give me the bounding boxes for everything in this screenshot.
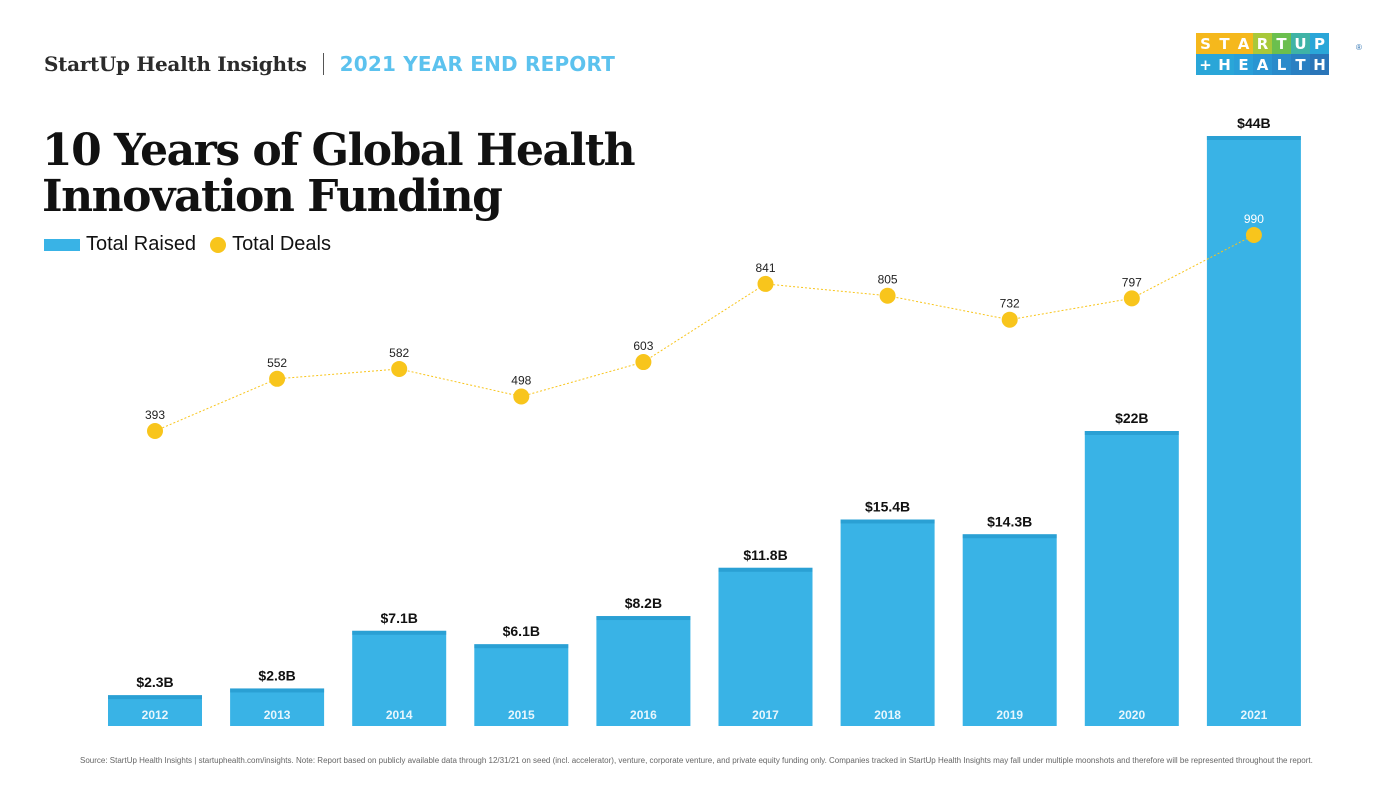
deals-value-label-2018: 805 xyxy=(878,273,898,287)
deals-point-2020 xyxy=(1123,290,1140,307)
bar-2014 xyxy=(352,630,447,726)
logo-letter-health-5: T xyxy=(1291,54,1310,75)
deals-line xyxy=(154,234,1255,432)
logo-letter-health-2: E xyxy=(1234,54,1253,75)
bar-cap-2018 xyxy=(840,519,935,524)
bar-value-label-2012: $2.3B xyxy=(136,674,173,690)
logo-letter-startup-2: A xyxy=(1234,33,1253,54)
bar-2018 xyxy=(840,519,935,726)
x-tick-label-2012: 2012 xyxy=(142,708,169,722)
deals-point-2017 xyxy=(757,275,774,292)
logo-letter-health-6: H xyxy=(1310,54,1329,75)
bar-2012 xyxy=(108,695,202,726)
bar-cap-2021 xyxy=(1206,136,1301,140)
logo-letter-startup-4: T xyxy=(1272,33,1291,54)
bar-value-label-2021: $44B xyxy=(1237,115,1270,131)
bar-cap-2015 xyxy=(474,644,569,649)
chart-title-line-2: Innovation Funding xyxy=(42,171,503,222)
logo-row-health: + H E A L T H xyxy=(1196,54,1329,75)
bar-cap-2012 xyxy=(108,695,202,700)
bar-cap-2014 xyxy=(352,630,447,635)
bar-2016 xyxy=(596,616,691,726)
logo-letter-startup-0: S xyxy=(1196,33,1215,54)
deals-point-2018 xyxy=(879,287,896,304)
x-tick-label-2020: 2020 xyxy=(1118,708,1145,722)
x-tick-label-2018: 2018 xyxy=(874,708,901,722)
brand-name: StartUp Health Insights xyxy=(44,52,307,76)
bar-value-label-2017: $11.8B xyxy=(743,547,787,563)
chart-legend: Total Raised Total Deals xyxy=(44,233,331,256)
deals-point-2021 xyxy=(1245,227,1262,243)
logo-letter-health-4: L xyxy=(1272,54,1291,75)
logo-letter-health-1: H xyxy=(1215,54,1234,75)
source-footnote: Source: StartUp Health Insights | startu… xyxy=(80,756,1313,765)
deals-value-label-2014: 582 xyxy=(389,346,409,360)
x-tick-label-2013: 2013 xyxy=(264,708,291,722)
logo-letter-startup-1: T xyxy=(1215,33,1234,54)
x-tick-label-2019: 2019 xyxy=(996,708,1023,722)
deals-value-label-2012: 393 xyxy=(145,408,165,422)
chart-title-line-1: 10 Years of Global Health xyxy=(42,125,636,176)
deals-value-label-2019: 732 xyxy=(1000,297,1020,311)
deals-point-2014 xyxy=(391,360,408,377)
deals-value-label-2017: 841 xyxy=(755,261,775,275)
bar-cap-2019 xyxy=(962,534,1057,539)
x-tick-label-2021: 2021 xyxy=(1241,708,1268,722)
bar-cap-2016 xyxy=(596,616,691,621)
bar-value-label-2014: $7.1B xyxy=(381,610,418,626)
legend-label-deals: Total Deals xyxy=(232,233,331,255)
deals-value-label-2020: 797 xyxy=(1122,275,1142,289)
deals-value-label-2013: 552 xyxy=(267,356,287,370)
x-tick-label-2016: 2016 xyxy=(630,708,657,722)
deals-point-2019 xyxy=(1001,311,1018,328)
logo-letter-startup-6: P xyxy=(1310,33,1329,54)
logo-letter-health-3: A xyxy=(1253,54,1272,75)
bar-2013 xyxy=(230,688,325,726)
deals-value-label-2021: 990 xyxy=(1244,212,1264,226)
logo-letter-startup-3: R xyxy=(1253,33,1272,54)
logo-letter-startup-5: U xyxy=(1291,33,1310,54)
bar-value-label-2019: $14.3B xyxy=(987,513,1032,529)
bar-2015 xyxy=(474,644,569,726)
deals-value-label-2016: 603 xyxy=(633,339,653,353)
bar-value-label-2018: $15.4B xyxy=(865,499,910,515)
registered-mark: ® xyxy=(1356,43,1362,52)
bar-cap-2013 xyxy=(230,688,325,693)
bar-value-label-2020: $22B xyxy=(1115,410,1148,426)
deals-point-2013 xyxy=(269,370,286,387)
x-tick-label-2017: 2017 xyxy=(752,708,779,722)
bar-value-label-2015: $6.1B xyxy=(503,623,540,639)
x-tick-label-2015: 2015 xyxy=(508,708,535,722)
bar-value-label-2013: $2.8B xyxy=(258,667,295,683)
deals-point-2016 xyxy=(635,354,652,371)
report-name: 2021 YEAR END REPORT xyxy=(339,52,616,76)
logo-letter-health-0: + xyxy=(1196,54,1215,75)
deals-point-2012 xyxy=(147,423,163,439)
bar-value-label-2016: $8.2B xyxy=(625,595,662,611)
bar-cap-2017 xyxy=(718,567,813,572)
legend-swatch-deals xyxy=(210,236,227,253)
x-tick-label-2014: 2014 xyxy=(386,708,413,722)
deals-point-2015 xyxy=(513,388,530,405)
bar-2017 xyxy=(718,567,813,726)
legend-swatch-raised xyxy=(44,238,80,251)
header-divider xyxy=(322,53,324,75)
chart-title: 10 Years of Global Health Innovation Fun… xyxy=(42,125,636,222)
bar-cap-2020 xyxy=(1084,431,1179,435)
bar-2020 xyxy=(1084,431,1179,726)
bar-2019 xyxy=(962,534,1057,726)
deals-value-label-2015: 498 xyxy=(511,374,531,388)
legend-label-raised: Total Raised xyxy=(86,233,197,255)
report-header: StartUp Health Insights 2021 YEAR END RE… xyxy=(44,52,615,76)
